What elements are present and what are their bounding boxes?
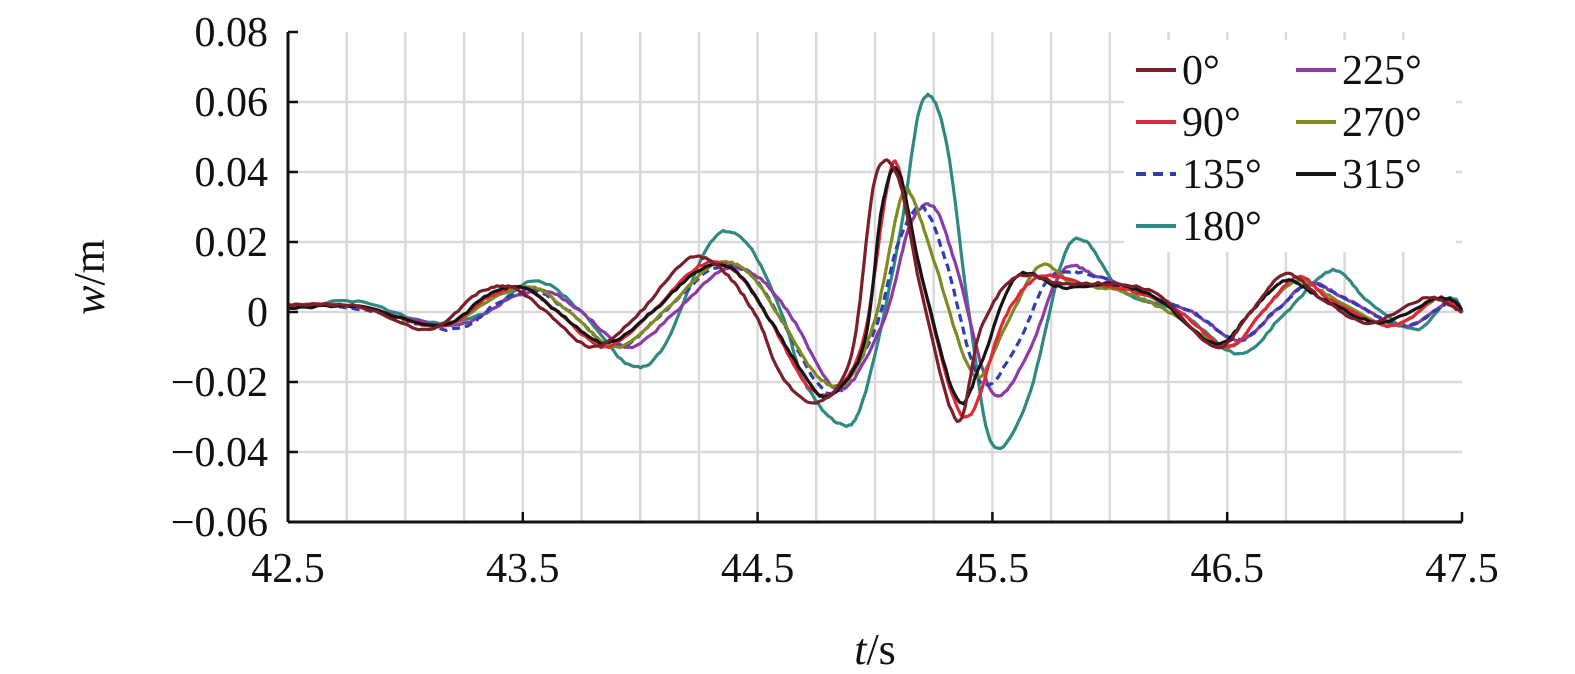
- x-tick-label: 45.5: [956, 546, 1030, 592]
- x-tick-label: 43.5: [486, 546, 560, 592]
- legend-label: 90°: [1182, 100, 1241, 146]
- y-axis-title: w/m: [65, 239, 114, 315]
- series-layer: [287, 92, 1464, 450]
- legend: 0° 90° 135° 180° 225° 270° 315°: [1124, 40, 1456, 252]
- x-axis-title: t/s: [854, 625, 896, 674]
- x-tick-label: 47.5: [1425, 546, 1499, 592]
- tick-labels: 42.5 43.5 44.5 45.5 46.5 47.5 −0.06 −0.04 −0.02 0…: [171, 10, 1499, 592]
- x-tick-label: 46.5: [1190, 546, 1264, 592]
- y-tick-label: 0.02: [195, 220, 269, 266]
- series-line-135deg: [287, 204, 1464, 396]
- legend-label: 225°: [1342, 48, 1422, 94]
- y-tick-label: 0.06: [195, 80, 269, 126]
- legend-label: 315°: [1342, 152, 1422, 198]
- axes: [286, 30, 1464, 524]
- y-tick-label: −0.02: [171, 360, 268, 406]
- y-tick-label: −0.06: [171, 500, 268, 546]
- x-axis-title-var: t: [854, 625, 868, 674]
- y-tick-label: 0: [247, 290, 268, 336]
- y-axis-title-unit: /m: [65, 239, 114, 285]
- legend-label: 270°: [1342, 100, 1422, 146]
- y-tick-label: 0.08: [195, 10, 269, 56]
- legend-label: 180°: [1182, 204, 1262, 250]
- x-axis-title-unit: /s: [866, 625, 895, 674]
- legend-label: 135°: [1182, 152, 1262, 198]
- x-tick-label: 42.5: [251, 546, 325, 592]
- y-tick-label: 0.04: [195, 150, 269, 196]
- x-tick-label: 44.5: [721, 546, 795, 592]
- y-tick-label: −0.04: [171, 430, 268, 476]
- legend-background: [1124, 40, 1456, 252]
- y-axis-title-var: w: [65, 285, 114, 315]
- series-line-0deg: [287, 158, 1463, 424]
- legend-label: 0°: [1182, 48, 1220, 94]
